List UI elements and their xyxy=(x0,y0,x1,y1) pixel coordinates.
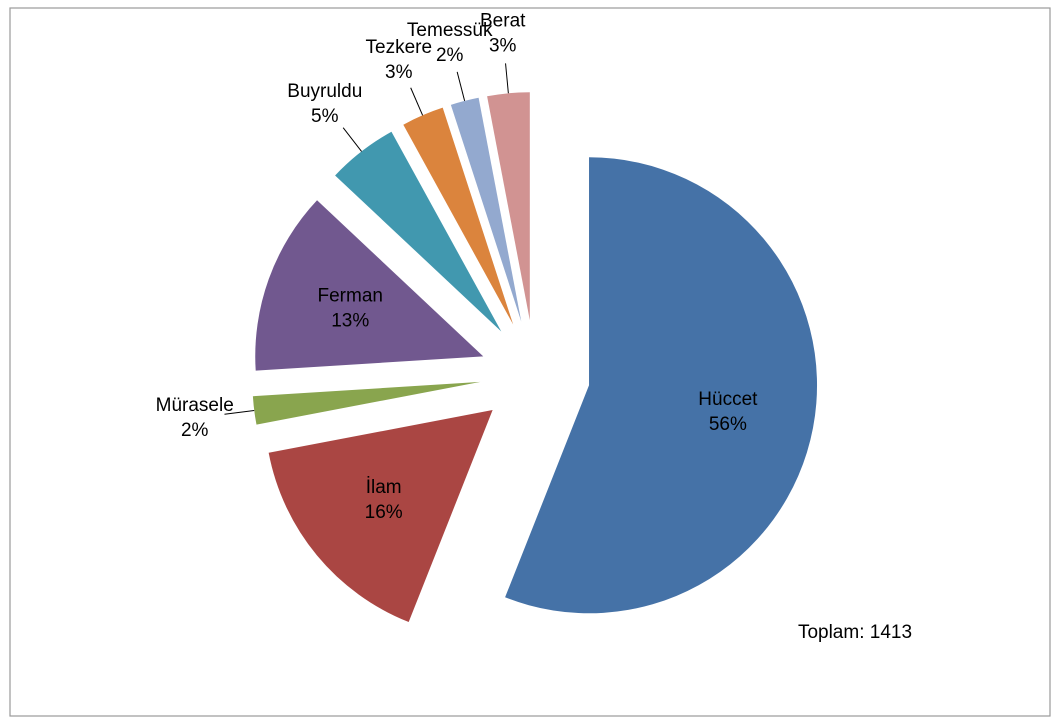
slice-label: Mürasele xyxy=(156,395,234,416)
leader-line xyxy=(342,127,362,152)
slice-value-label: 3% xyxy=(489,36,517,57)
slice-label: Buyruldu xyxy=(287,81,362,102)
pie-slice xyxy=(487,92,530,321)
pie-slice xyxy=(335,131,502,332)
slice-value-label: 2% xyxy=(436,45,464,66)
leader-line xyxy=(456,71,466,102)
pie-slice xyxy=(403,107,514,325)
leader-line xyxy=(505,63,509,94)
pie-slice xyxy=(268,410,493,623)
slice-value-label: 56% xyxy=(709,414,747,435)
pie-slice xyxy=(505,157,818,614)
slice-value-label: 16% xyxy=(365,502,403,523)
slice-label: Berat xyxy=(480,11,526,32)
pie-slice xyxy=(255,200,484,371)
slice-value-label: 5% xyxy=(311,106,339,127)
annotation: Toplam: 1413 xyxy=(798,622,912,643)
pie-slice xyxy=(450,97,522,322)
leader-line xyxy=(224,409,255,415)
slice-label: Ferman xyxy=(318,286,383,307)
slice-label: Tezkere xyxy=(366,37,433,58)
leader-line xyxy=(410,87,424,116)
slice-label: İlam xyxy=(366,477,402,498)
slice-label: Hüccet xyxy=(698,389,758,410)
chart-frame xyxy=(9,7,1051,717)
pie-slice xyxy=(252,381,481,425)
slice-label: Temessük xyxy=(407,20,493,41)
slice-value-label: 3% xyxy=(385,62,413,83)
slice-value-label: 2% xyxy=(181,420,209,441)
slice-value-label: 13% xyxy=(331,311,369,332)
